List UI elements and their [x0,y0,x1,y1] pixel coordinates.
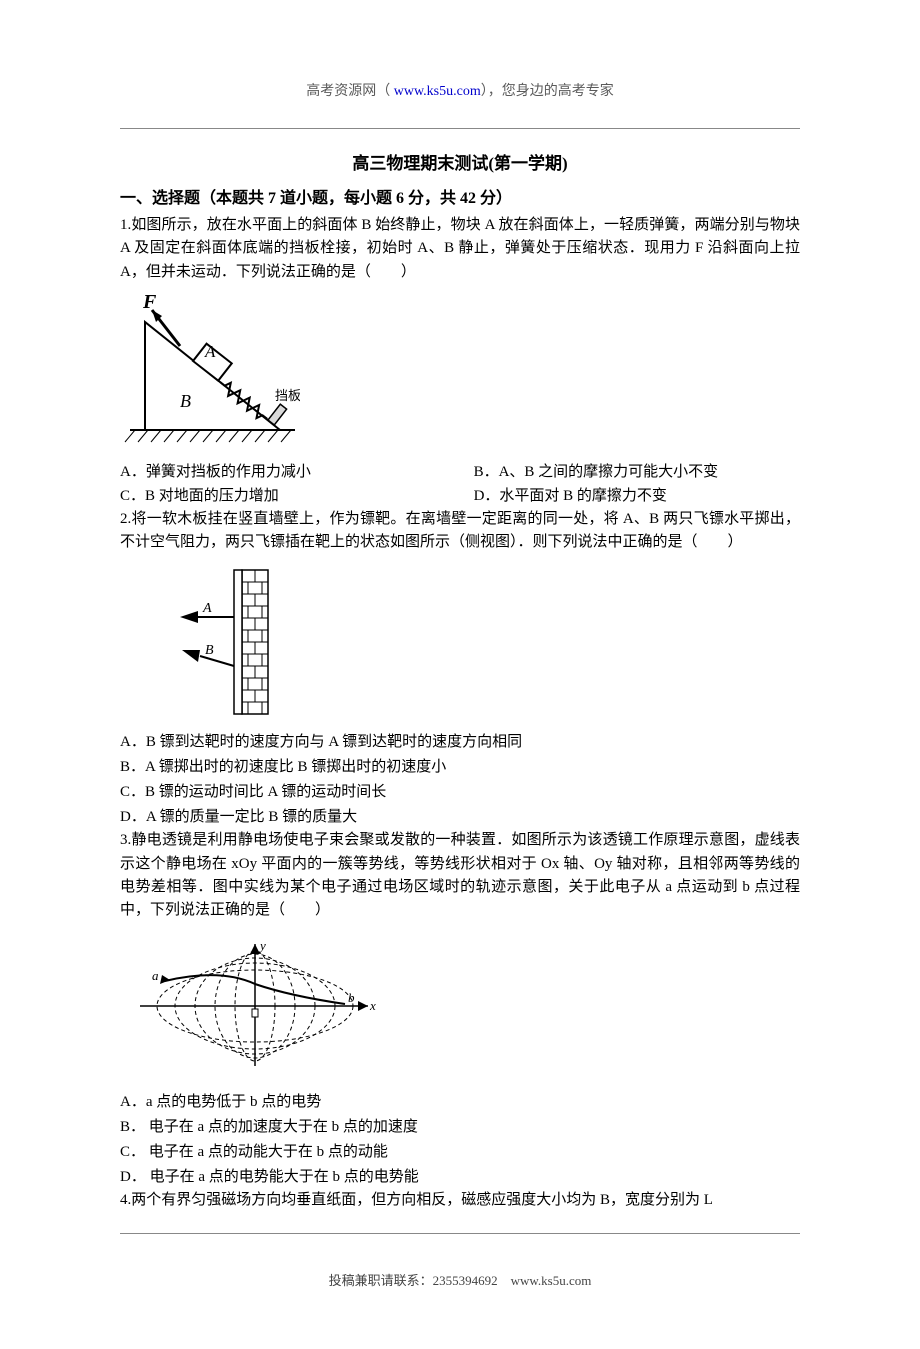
page-title: 高三物理期末测试(第一学期) [120,149,800,174]
q3-optB: B． 电子在 a 点的加速度大于在 b 点的加速度 [120,1115,800,1140]
footer-text: 投稿兼职请联系：2355394692 www.ks5u.com [120,1270,800,1289]
q1-stem: 1.如图所示，放在水平面上的斜面体 B 始终静止，物块 A 放在斜面体上，一轻质… [120,214,800,284]
q3-optA: A．a 点的电势低于 b 点的电势 [120,1090,800,1115]
svg-text:y: y [258,938,266,953]
q1-options-row1: A．弹簧对挡板的作用力减小 B．A、B 之间的摩擦力可能大小不变 [120,460,800,484]
page-container: 高考资源网（ www.ks5u.com），您身边的高考专家 高三物理期末测试(第… [0,0,920,1349]
svg-text:B: B [180,391,191,411]
svg-text:挡板: 挡板 [275,388,300,403]
q4-stem: 4.两个有界匀强磁场方向均垂直纸面，但方向相反，磁感应强度大小均为 B，宽度分别… [120,1189,800,1212]
q1-optB: B．A、B 之间的摩擦力可能大小不变 [474,460,800,484]
svg-text:b: b [348,990,355,1005]
q3-figure: x y a b [130,936,800,1076]
svg-text:F: F [142,292,157,313]
header-link[interactable]: www.ks5u.com [394,84,481,99]
svg-text:x: x [369,998,376,1013]
svg-text:a: a [152,968,159,983]
divider-bottom [120,1233,800,1234]
q3-stem: 3.静电透镜是利用静电场使电子束会聚或发散的一种装置．如图所示为该透镜工作原理示… [120,829,800,922]
q2-figure: A B [150,562,800,722]
q2-optC: C．B 镖的运动时间比 A 镖的运动时间长 [120,780,800,805]
q2-optD: D．A 镖的质量一定比 B 镖的质量大 [120,805,800,830]
q1-optC: C．B 对地面的压力增加 [120,484,474,508]
svg-text:A: A [202,601,212,616]
svg-text:A: A [204,342,216,361]
q2-optB: B．A 镖掷出时的初速度比 B 镖掷出时的初速度小 [120,755,800,780]
q3-optC: C． 电子在 a 点的动能大于在 b 点的动能 [120,1140,800,1165]
svg-text:B: B [205,643,214,658]
q2-stem: 2.将一软木板挂在竖直墙壁上，作为镖靶。在离墙壁一定距离的同一处，将 A、B 两… [120,508,800,555]
section-heading: 一、选择题（本题共 7 道小题，每小题 6 分，共 42 分） [120,184,800,208]
header-text: 高考资源网（ www.ks5u.com），您身边的高考专家 [120,80,800,100]
q2-optA: A．B 镖到达靶时的速度方向与 A 镖到达靶时的速度方向相同 [120,730,800,755]
header-prefix: 高考资源网（ [306,84,394,99]
q1-optA: A．弹簧对挡板的作用力减小 [120,460,474,484]
q3-optD: D． 电子在 a 点的电势能大于在 b 点的电势能 [120,1165,800,1190]
q1-figure: B A 挡板 F [120,292,800,452]
q1-optD: D．水平面对 B 的摩擦力不变 [474,484,800,508]
q1-options-row2: C．B 对地面的压力增加 D．水平面对 B 的摩擦力不变 [120,484,800,508]
divider-top [120,128,800,129]
header-suffix: ），您身边的高考专家 [481,84,614,99]
